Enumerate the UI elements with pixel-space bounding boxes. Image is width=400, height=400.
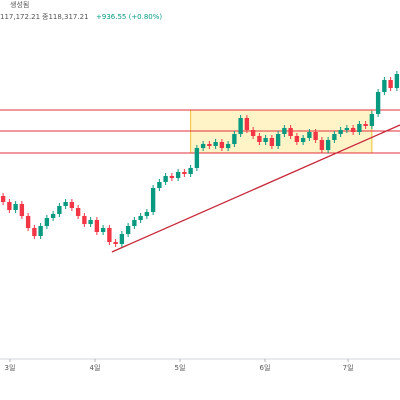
candle-body <box>194 148 200 168</box>
candle-body <box>13 204 18 210</box>
candle-body <box>144 212 150 216</box>
candle-body <box>219 142 225 148</box>
candle-body <box>0 196 6 202</box>
candle-body <box>244 118 250 130</box>
candle-body <box>269 138 275 146</box>
candle-body <box>63 202 68 206</box>
candle-body <box>394 74 400 88</box>
candle-body <box>325 140 331 150</box>
candle-body <box>25 216 31 228</box>
candle-body <box>32 228 37 236</box>
candle-body <box>332 134 337 140</box>
status-text: 생성됨 <box>10 0 29 9</box>
candle-body <box>107 228 112 242</box>
candle-body <box>7 202 12 210</box>
x-tick-label: 4일 <box>90 363 101 372</box>
candle-body <box>232 134 237 144</box>
candle-body <box>207 144 212 146</box>
candle-body <box>169 176 175 178</box>
candle-body <box>175 172 181 178</box>
candle-body <box>50 214 56 218</box>
x-tick-label: 3일 <box>5 363 16 372</box>
candle-body <box>307 132 312 138</box>
candle-body <box>357 124 362 132</box>
candle-body <box>100 228 106 232</box>
candle-body <box>382 80 387 92</box>
candle-body <box>263 138 268 142</box>
candle-body <box>113 242 118 244</box>
candle-body <box>213 142 218 146</box>
candle-body <box>138 216 143 220</box>
low-text: 117,172.21 <box>0 13 40 21</box>
candle-body <box>82 216 87 224</box>
x-tick-label: 6일 <box>260 363 271 372</box>
candle-body <box>375 92 381 114</box>
candle-body <box>250 130 256 136</box>
change-text: +936.55 (+0.80%) <box>96 13 162 21</box>
x-tick-label: 5일 <box>175 363 186 372</box>
candle-body <box>188 168 193 174</box>
candle-body <box>294 136 300 142</box>
close-text: 종118,317.21 <box>42 13 89 21</box>
candle-body <box>88 220 93 224</box>
candle-body <box>257 136 262 142</box>
candle-body <box>350 128 356 132</box>
candle-body <box>225 144 231 148</box>
x-tick-label: 7일 <box>343 363 354 372</box>
candle-body <box>119 234 125 244</box>
candle-body <box>200 144 206 148</box>
candle-body <box>313 132 318 140</box>
candle-body <box>300 138 306 142</box>
candle-body <box>150 188 156 212</box>
candle-body <box>238 118 243 134</box>
candle-body <box>369 114 375 126</box>
candle-body <box>288 128 293 136</box>
candle-body <box>282 128 287 134</box>
candle-body <box>19 204 25 216</box>
candle-body <box>163 176 168 182</box>
candle-body <box>344 128 350 130</box>
candle-body <box>57 206 62 214</box>
candle-body <box>157 182 162 188</box>
candle-body <box>75 208 81 216</box>
candle-body <box>388 80 393 88</box>
trendline <box>111 124 400 253</box>
candle-body <box>44 218 50 226</box>
candle-body <box>132 220 137 226</box>
candle-body <box>319 140 325 150</box>
candle-body <box>182 172 187 174</box>
candle-body <box>38 226 43 236</box>
candle-body <box>338 130 343 134</box>
candle-body <box>275 134 281 146</box>
candle-body <box>125 226 131 234</box>
candle-body <box>94 220 100 232</box>
candle-body <box>363 124 368 126</box>
candle-body <box>69 202 75 208</box>
